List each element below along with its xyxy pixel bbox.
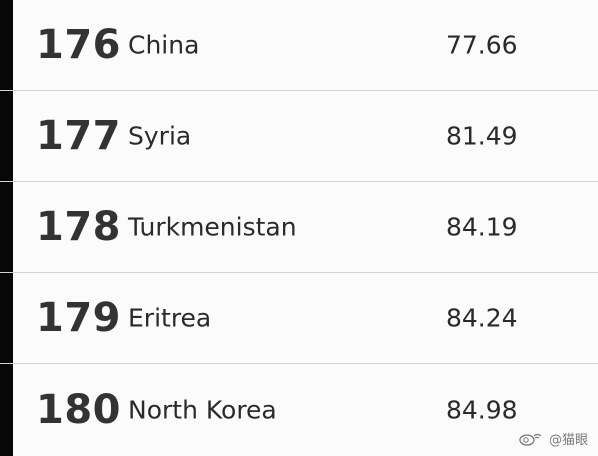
score-value: 77.66: [446, 30, 518, 60]
rank-number: 177: [36, 113, 121, 159]
watermark-text: @猫眼: [548, 433, 588, 448]
rank-number: 176: [36, 22, 121, 68]
score-value: 84.19: [446, 212, 518, 242]
row-accent-bar: [0, 273, 13, 363]
row-accent-bar: [0, 91, 13, 181]
country-name: Eritrea: [128, 303, 212, 333]
score-value: 84.98: [446, 395, 518, 425]
table-row: 178 Turkmenistan 84.19: [0, 182, 598, 273]
rank-number: 178: [36, 204, 121, 250]
rank-number: 180: [36, 387, 121, 433]
country-name: Syria: [128, 121, 192, 151]
table-row: 177 Syria 81.49: [0, 91, 598, 182]
row-accent-bar: [0, 182, 13, 272]
row-accent-bar: [0, 364, 13, 456]
country-name: China: [128, 30, 200, 60]
weibo-watermark: @猫眼: [517, 429, 588, 448]
table-row: 179 Eritrea 84.24: [0, 273, 598, 364]
country-name: Turkmenistan: [128, 212, 297, 242]
score-value: 81.49: [446, 121, 518, 151]
country-name: North Korea: [128, 395, 277, 425]
score-value: 84.24: [446, 303, 518, 333]
table-row: 180 North Korea 84.98: [0, 364, 598, 456]
table-row: 176 China 77.66: [0, 0, 598, 91]
row-accent-bar: [0, 0, 13, 90]
rank-number: 179: [36, 295, 121, 341]
weibo-icon: [519, 433, 542, 446]
